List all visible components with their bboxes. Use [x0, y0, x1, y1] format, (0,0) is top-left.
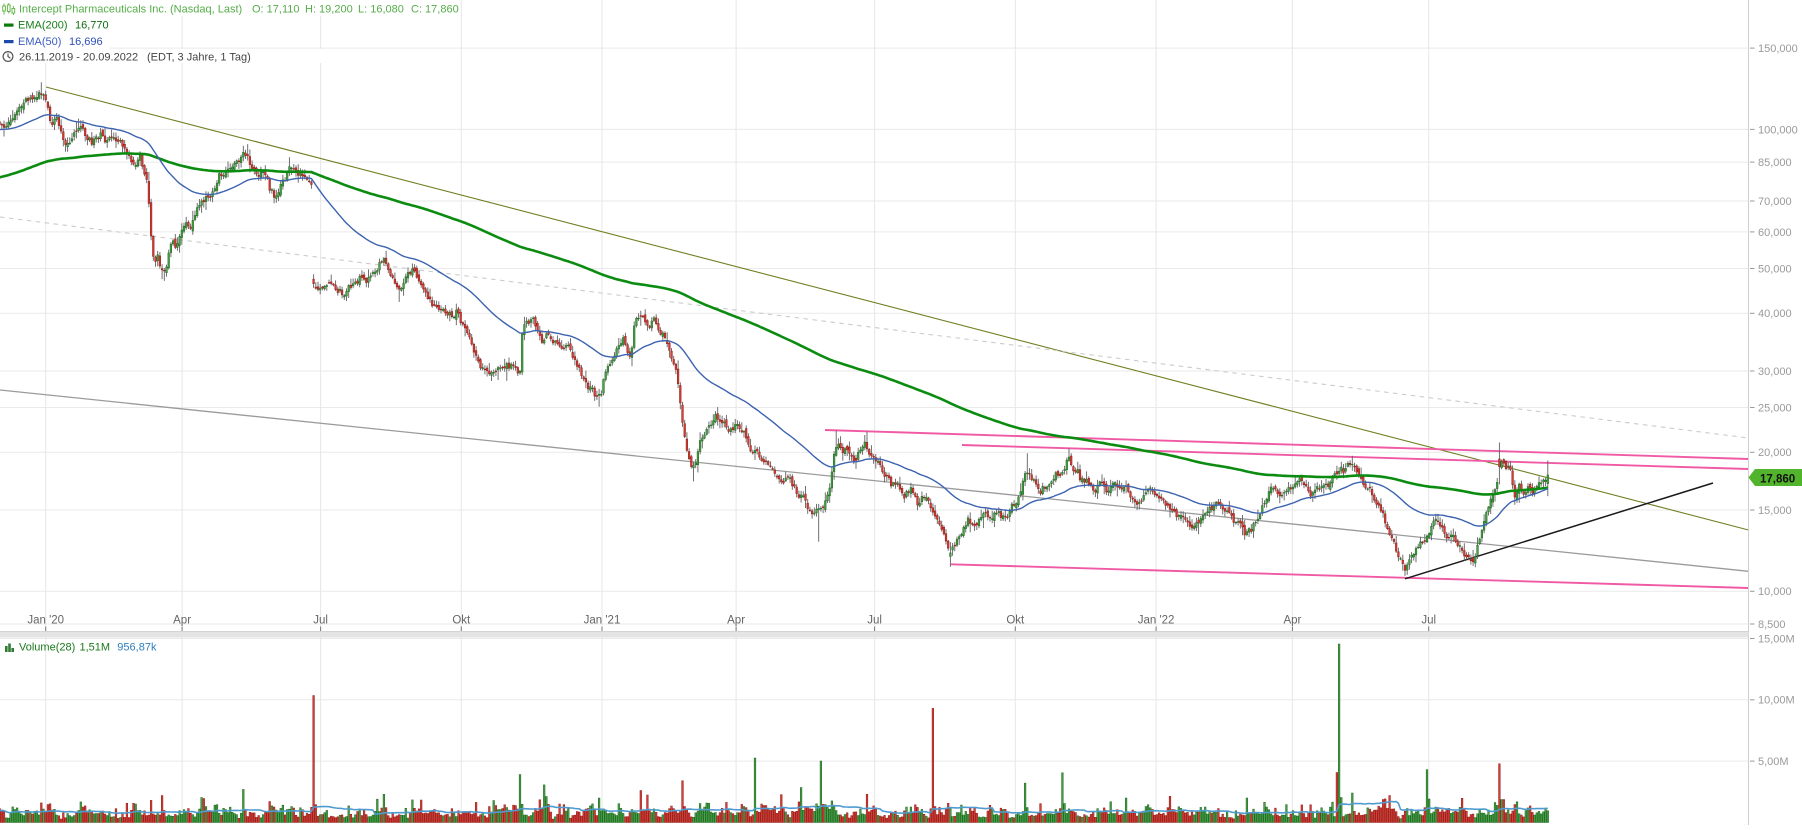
svg-text:Okt: Okt: [452, 615, 471, 627]
svg-text:Jan '21: Jan '21: [584, 615, 621, 627]
svg-text:956,87k: 956,87k: [117, 641, 157, 653]
svg-text:EMA(50): EMA(50): [18, 36, 61, 48]
svg-text:70,000: 70,000: [1758, 196, 1792, 208]
svg-text:H: 19,200: H: 19,200: [305, 4, 353, 16]
svg-text:10,00M: 10,00M: [1758, 695, 1795, 707]
svg-text:(EDT, 3 Jahre, 1 Tag): (EDT, 3 Jahre, 1 Tag): [147, 52, 251, 64]
svg-text:Jul: Jul: [313, 615, 328, 627]
svg-text:Jan '20: Jan '20: [27, 615, 64, 627]
svg-text:L: 16,080: L: 16,080: [358, 4, 404, 16]
svg-text:20,000: 20,000: [1758, 447, 1792, 459]
svg-text:Apr: Apr: [1283, 615, 1301, 627]
svg-text:16,696: 16,696: [69, 36, 103, 48]
svg-text:Apr: Apr: [727, 615, 745, 627]
svg-text:15,00M: 15,00M: [1758, 633, 1795, 645]
svg-text:10,000: 10,000: [1758, 586, 1792, 598]
svg-text:Jul: Jul: [1421, 615, 1436, 627]
svg-text:50,000: 50,000: [1758, 263, 1792, 275]
svg-text:100,000: 100,000: [1758, 124, 1798, 136]
svg-text:C: 17,860: C: 17,860: [411, 4, 459, 16]
svg-text:60,000: 60,000: [1758, 227, 1792, 239]
svg-text:Jan '22: Jan '22: [1138, 615, 1175, 627]
svg-text:8,500: 8,500: [1758, 619, 1786, 631]
svg-text:30,000: 30,000: [1758, 366, 1792, 378]
svg-text:25,000: 25,000: [1758, 402, 1792, 414]
svg-text:5,00M: 5,00M: [1758, 756, 1789, 768]
svg-text:26.11.2019 - 20.09.2022: 26.11.2019 - 20.09.2022: [19, 52, 138, 64]
svg-text:150,000: 150,000: [1758, 43, 1798, 55]
svg-text:16,770: 16,770: [75, 19, 109, 31]
svg-text:Volume(28): Volume(28): [19, 641, 75, 653]
svg-text:1,51M: 1,51M: [80, 641, 111, 653]
svg-text:Jul: Jul: [867, 615, 882, 627]
svg-text:Intercept Pharmaceuticals Inc.: Intercept Pharmaceuticals Inc. (Nasdaq, …: [19, 4, 242, 16]
svg-text:15,000: 15,000: [1758, 505, 1792, 517]
svg-text:40,000: 40,000: [1758, 308, 1792, 320]
svg-text:O: 17,110: O: 17,110: [252, 4, 300, 16]
svg-text:Okt: Okt: [1006, 615, 1025, 627]
svg-text:Apr: Apr: [173, 615, 191, 627]
svg-text:85,000: 85,000: [1758, 157, 1792, 169]
svg-text:EMA(200): EMA(200): [18, 19, 68, 31]
svg-text:17,860: 17,860: [1760, 474, 1795, 486]
